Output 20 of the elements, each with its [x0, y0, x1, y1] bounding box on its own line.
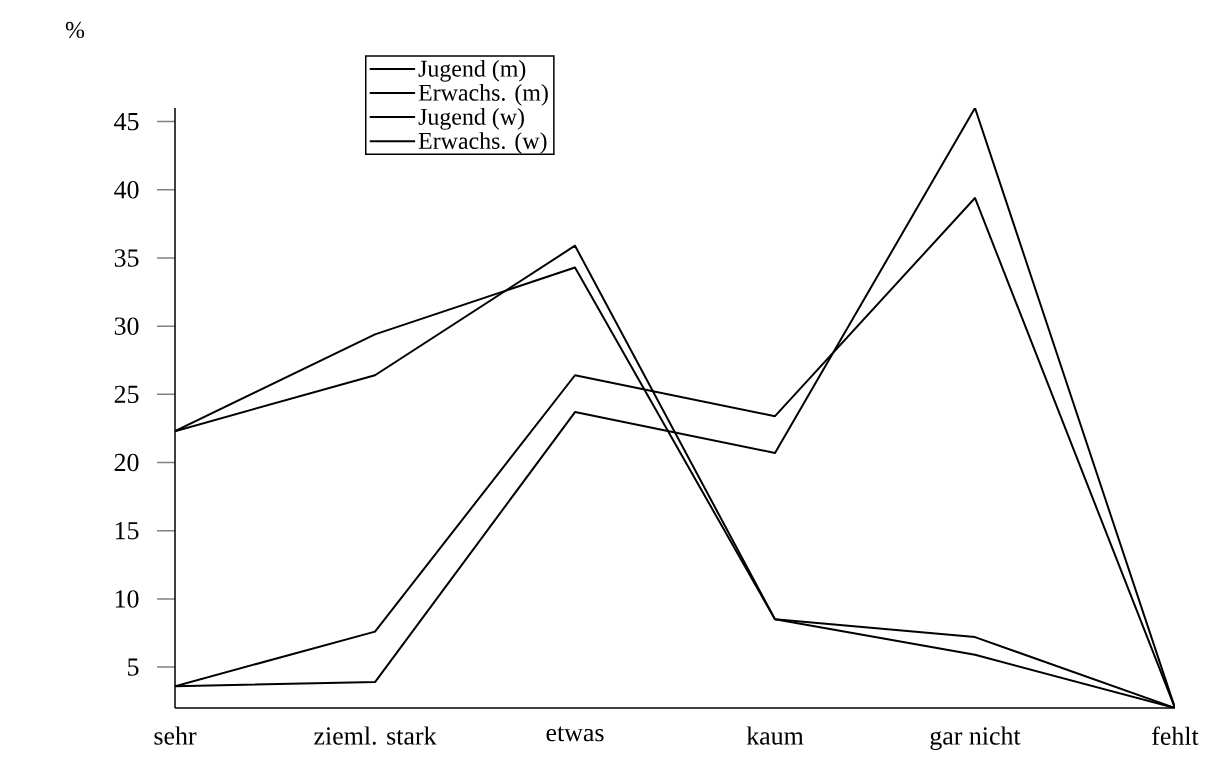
y-tick-label: 15	[115, 522, 139, 540]
legend-label: Jugend (w)	[418, 108, 524, 130]
x-tick-label: kaum	[746, 726, 804, 745]
y-axis-title: %	[65, 21, 85, 39]
x-tick-label: zieml. stark	[314, 726, 437, 745]
legend-label: Jugend (m)	[418, 59, 526, 82]
y-tick-label: 35	[114, 249, 139, 267]
y-tick-label: 40	[114, 181, 139, 199]
y-tick-label: 10	[115, 590, 139, 608]
x-tick-label: sehr	[154, 726, 197, 745]
y-tick-label: 30	[114, 317, 139, 335]
x-tick-label: gar nicht	[930, 726, 1021, 751]
x-tick-label: fehlt	[1152, 726, 1199, 745]
y-tick-label: 45	[114, 112, 139, 131]
y-tick-label: 5	[128, 658, 139, 676]
legend-label: Erwachs. (m)	[418, 83, 548, 106]
y-tick-label: 25	[114, 385, 139, 404]
x-tick-label: etwas	[546, 726, 604, 742]
y-tick-label: 20	[114, 453, 139, 472]
legend-label: Erwachs. (w)	[418, 132, 547, 154]
